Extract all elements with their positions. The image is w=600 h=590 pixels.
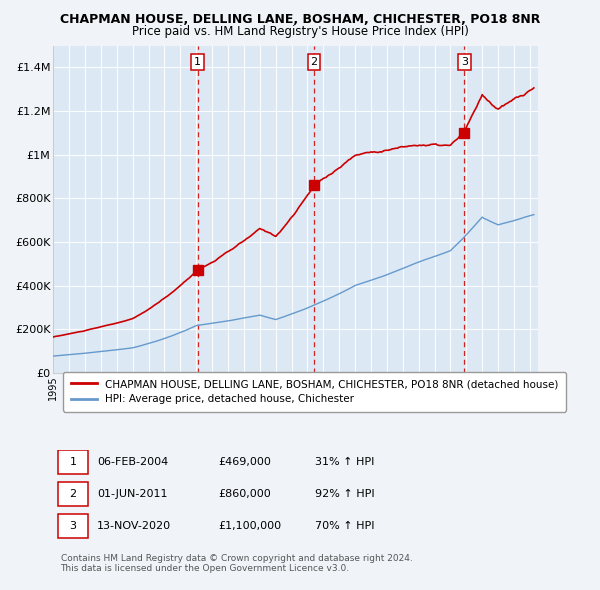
Text: 1: 1: [70, 457, 77, 467]
Legend: CHAPMAN HOUSE, DELLING LANE, BOSHAM, CHICHESTER, PO18 8NR (detached house), HPI:: CHAPMAN HOUSE, DELLING LANE, BOSHAM, CHI…: [64, 372, 566, 412]
Text: 13-NOV-2020: 13-NOV-2020: [97, 522, 171, 532]
FancyBboxPatch shape: [58, 450, 88, 474]
Text: CHAPMAN HOUSE, DELLING LANE, BOSHAM, CHICHESTER, PO18 8NR: CHAPMAN HOUSE, DELLING LANE, BOSHAM, CHI…: [60, 13, 540, 26]
Text: Contains HM Land Registry data © Crown copyright and database right 2024.
This d: Contains HM Land Registry data © Crown c…: [61, 553, 412, 573]
Text: 06-FEB-2004: 06-FEB-2004: [97, 457, 168, 467]
Text: 92% ↑ HPI: 92% ↑ HPI: [315, 489, 374, 499]
Text: 2: 2: [311, 57, 317, 67]
Text: 3: 3: [461, 57, 468, 67]
Text: £469,000: £469,000: [218, 457, 271, 467]
Text: 31% ↑ HPI: 31% ↑ HPI: [315, 457, 374, 467]
FancyBboxPatch shape: [58, 483, 88, 506]
Text: 3: 3: [70, 522, 77, 532]
Text: £1,100,000: £1,100,000: [218, 522, 281, 532]
Text: £860,000: £860,000: [218, 489, 271, 499]
Text: Price paid vs. HM Land Registry's House Price Index (HPI): Price paid vs. HM Land Registry's House …: [131, 25, 469, 38]
FancyBboxPatch shape: [58, 514, 88, 538]
Text: 2: 2: [70, 489, 77, 499]
Text: 01-JUN-2011: 01-JUN-2011: [97, 489, 167, 499]
Text: 70% ↑ HPI: 70% ↑ HPI: [315, 522, 374, 532]
Text: 1: 1: [194, 57, 201, 67]
